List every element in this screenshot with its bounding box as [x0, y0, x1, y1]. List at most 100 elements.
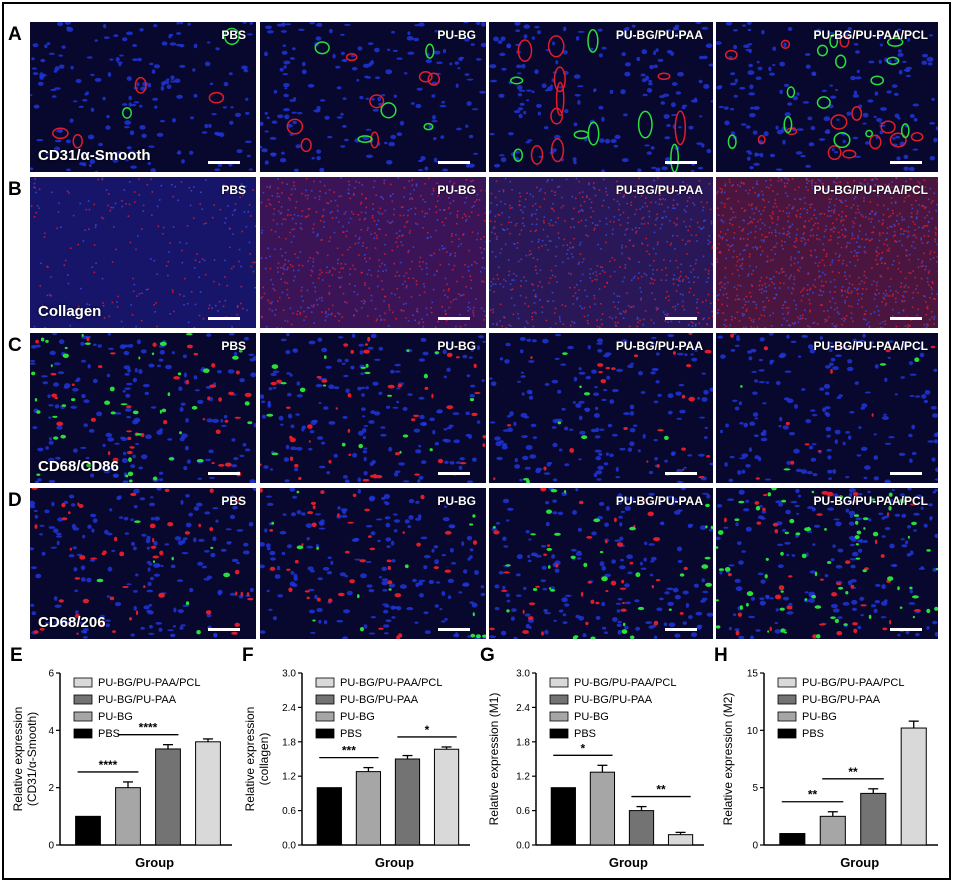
fluorescence-image — [489, 488, 713, 639]
bar — [819, 815, 846, 846]
scale-bar — [208, 628, 240, 631]
legend-swatch — [549, 728, 569, 739]
legend-swatch — [549, 694, 569, 705]
y-axis-label: Relative expression (M2) — [721, 693, 735, 826]
legend-label: PU-BG/PU-PAA/PCL — [574, 677, 677, 689]
micrograph-panel: PU-BG — [260, 177, 486, 328]
x-axis-label: Group — [609, 855, 648, 870]
bar — [628, 810, 655, 846]
y-axis-label-line: Relative expression — [11, 707, 25, 812]
scale-bar — [665, 317, 697, 320]
micrograph-panel: PBS CD68/206 — [30, 488, 256, 639]
fluorescence-image — [489, 333, 713, 483]
legend-swatch — [73, 677, 93, 688]
stain-label: CD31/α-Smooth — [38, 147, 151, 164]
y-axis-label-line: Relative expression — [243, 707, 257, 812]
significance-label: * — [581, 741, 586, 755]
chart-letter: F — [242, 645, 254, 666]
legend-swatch — [73, 711, 93, 722]
significance-label: ** — [848, 765, 858, 779]
y-tick-label: 15 — [747, 669, 759, 680]
stain-label: CD68/206 — [38, 614, 106, 631]
scale-bar — [438, 628, 470, 631]
bar — [860, 792, 887, 846]
fluorescence-image — [260, 333, 486, 483]
micrograph-panel: PU-BG — [260, 22, 486, 172]
bar — [316, 787, 342, 846]
y-tick-label: 4 — [48, 726, 54, 737]
y-tick-label: 1.2 — [282, 772, 296, 783]
legend-swatch — [73, 694, 93, 705]
row-letter: C — [8, 335, 22, 356]
group-label: PBS — [221, 183, 246, 197]
legend-label: PU-BG/PU-PAA/PCL — [98, 677, 201, 689]
legend-swatch — [73, 728, 93, 739]
fluorescence-image — [30, 22, 253, 172]
y-tick-label: 10 — [747, 726, 759, 737]
row-letter: B — [8, 179, 22, 200]
y-tick-label: 5 — [752, 783, 758, 794]
scale-bar — [208, 472, 240, 475]
significance-label: ** — [656, 783, 666, 797]
row-letter: D — [8, 490, 22, 511]
bar — [550, 787, 576, 846]
group-label: PBS — [221, 28, 246, 42]
y-tick-label: 0.0 — [516, 841, 530, 852]
legend-swatch — [777, 677, 797, 688]
micrograph-panel: PU-BG/PU-PAA — [489, 488, 713, 639]
bar — [75, 815, 101, 846]
legend-label: PU-BG/PU-PAA/PCL — [802, 677, 905, 689]
legend-label: PU-BG — [340, 711, 375, 723]
legend-label: PU-BG/PU-PAA/PCL — [340, 677, 443, 689]
y-tick-label: 6 — [48, 669, 54, 680]
legend-swatch — [777, 728, 797, 739]
y-tick-label: 1.8 — [516, 737, 530, 748]
bar-chart-g: G 0.0 0.6 1.2 1.8 2.4 3.0 Relative expression (… — [480, 645, 704, 870]
scale-bar — [890, 161, 922, 164]
group-label: PU-BG/PU-PAA — [615, 183, 703, 197]
bar — [589, 771, 616, 846]
micrograph-panel: PU-BG/PU-PAA/PCL — [716, 488, 938, 639]
legend-label: PBS — [98, 728, 120, 740]
legend-swatch — [315, 728, 335, 739]
fluorescence-image — [716, 22, 938, 172]
legend-label: PBS — [802, 728, 824, 740]
bar — [779, 833, 806, 846]
fluorescence-image — [30, 488, 256, 639]
y-tick-label: 0.0 — [282, 841, 296, 852]
bar — [115, 787, 141, 846]
y-axis-label: Relative expression(collagen) — [243, 707, 271, 812]
micrograph-panel: PU-BG/PU-PAA — [489, 177, 713, 328]
legend-swatch — [315, 677, 335, 688]
scale-bar — [438, 317, 470, 320]
group-label: PU-BG — [437, 494, 476, 508]
fluorescence-image — [716, 177, 938, 328]
bar — [195, 741, 221, 846]
scale-bar — [438, 161, 470, 164]
legend-swatch — [549, 677, 569, 688]
group-label: PBS — [221, 339, 246, 353]
group-label: PU-BG/PU-PAA/PCL — [813, 339, 928, 353]
fluorescence-image — [489, 177, 713, 328]
legend-swatch — [549, 711, 569, 722]
fluorescence-image — [260, 177, 486, 328]
micrograph-panel: PU-BG/PU-PAA — [489, 22, 713, 172]
micrograph-panel: PU-BG/PU-PAA/PCL — [716, 177, 938, 328]
scale-bar — [890, 472, 922, 475]
fluorescence-image — [30, 177, 256, 328]
y-tick-label: 2 — [48, 783, 54, 794]
significance-label: ** — [808, 788, 818, 802]
bar — [667, 834, 694, 846]
legend-swatch — [777, 694, 797, 705]
fluorescence-image — [489, 22, 713, 172]
micrograph-panel: PBS CD68/CD86 — [30, 333, 256, 483]
y-tick-label: 0.6 — [516, 806, 530, 817]
legend-swatch — [315, 694, 335, 705]
legend-swatch — [315, 711, 335, 722]
scale-bar — [208, 317, 240, 320]
legend-label: PU-BG/PU-PAA — [98, 694, 177, 706]
significance-label: **** — [99, 758, 118, 772]
y-tick-label: 0 — [752, 841, 758, 852]
legend-label: PU-BG — [574, 711, 609, 723]
